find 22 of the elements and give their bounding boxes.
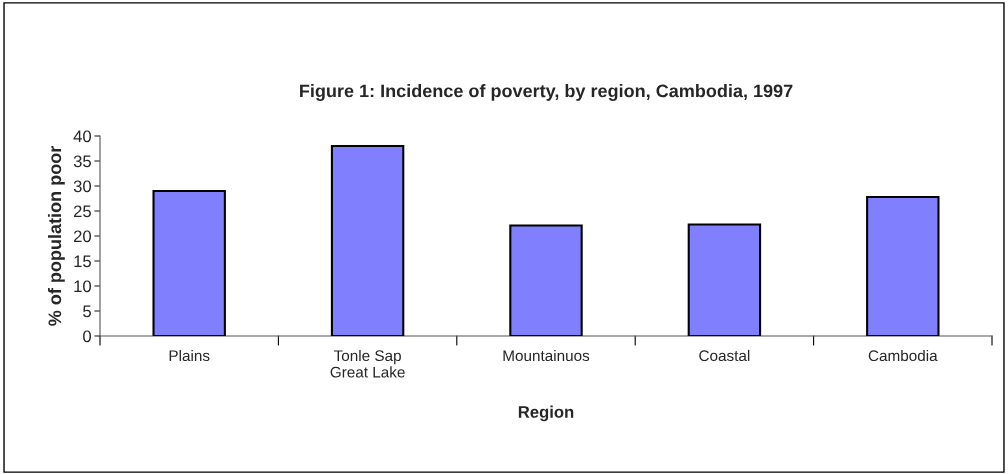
x-tick-label: Mountainuos xyxy=(503,349,590,362)
y-tick-label: 20 xyxy=(73,230,92,243)
y-axis-title: % of population poor xyxy=(47,146,65,326)
y-tick-label: 35 xyxy=(73,155,91,168)
x-tick-label: Tonle Sap Great Lake xyxy=(330,349,405,378)
x-tick-label: Cambodia xyxy=(868,349,938,362)
y-tick-label: 5 xyxy=(83,305,91,318)
y-tick-label: 40 xyxy=(73,130,92,143)
chart-title: Figure 1: Incidence of poverty, by region, Cambodia, 1997 xyxy=(300,84,793,101)
bar xyxy=(687,223,762,336)
bar xyxy=(509,224,583,336)
bar xyxy=(866,195,940,336)
x-tick-label: Coastal xyxy=(699,349,750,362)
y-tick-label: 10 xyxy=(74,280,92,293)
bar xyxy=(152,189,226,336)
y-tick-label: 0 xyxy=(83,330,92,343)
y-tick-label: 30 xyxy=(73,180,92,193)
y-tick-label: 25 xyxy=(73,205,91,218)
y-tick-label: 15 xyxy=(74,255,91,268)
x-tick-label: Plains xyxy=(169,349,210,362)
x-axis-title: Region xyxy=(518,405,574,422)
bar xyxy=(330,144,405,336)
